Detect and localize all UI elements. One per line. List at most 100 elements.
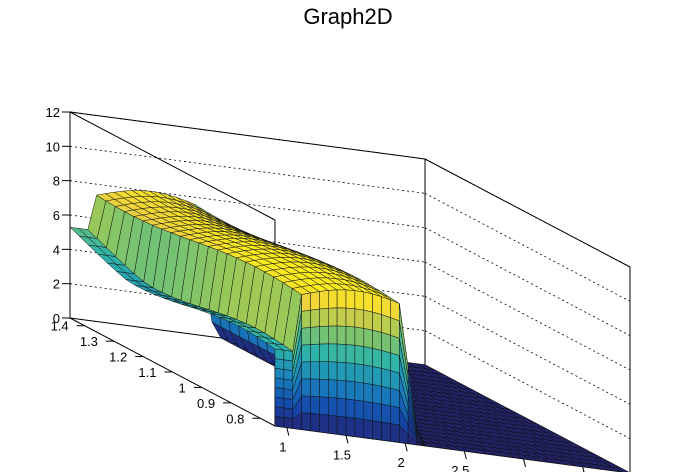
front-wall-cell: [301, 395, 311, 414]
surface-front-wall: [274, 289, 427, 447]
front-wall-cell: [319, 396, 329, 416]
front-wall-cell: [319, 308, 329, 327]
front-wall-cell: [328, 361, 338, 381]
front-wall-cell: [319, 290, 329, 310]
front-wall-cell: [328, 289, 338, 309]
front-wall-cell: [336, 361, 347, 382]
front-wall-cell: [345, 307, 356, 328]
front-wall-cell: [390, 370, 400, 391]
front-wall-cell: [274, 348, 285, 361]
front-wall-cell: [274, 396, 285, 409]
z-tick-label: 12: [46, 105, 60, 120]
front-wall-cell: [354, 381, 365, 402]
front-wall-cell: [381, 350, 391, 371]
front-wall-cell: [363, 419, 373, 440]
front-wall-cell: [283, 359, 294, 371]
surface-cell: [611, 466, 629, 472]
front-wall-cell: [310, 308, 320, 328]
front-wall-cell: [381, 403, 391, 424]
front-wall-cell: [381, 314, 391, 336]
front-wall-cell: [416, 442, 426, 447]
front-wall-cell: [319, 414, 329, 434]
front-wall-cell: [301, 412, 311, 431]
front-wall-cell: [274, 416, 285, 428]
y-tick-label: 1: [179, 380, 186, 395]
front-wall-cell: [328, 325, 338, 345]
front-wall-cell: [336, 325, 347, 345]
front-wall-cell: [274, 377, 285, 389]
front-wall-cell: [345, 398, 356, 419]
front-wall-cell: [381, 296, 391, 318]
front-wall-cell: [345, 344, 356, 364]
z-tick-label: 2: [53, 277, 60, 292]
chart-title: Graph2D: [303, 4, 393, 29]
front-wall-cell: [363, 364, 373, 385]
front-wall-cell: [363, 309, 373, 331]
front-wall-cell: [381, 368, 391, 389]
z-tick-label: 4: [53, 242, 60, 257]
front-wall-cell: [381, 421, 391, 442]
front-wall-cell: [336, 343, 347, 363]
front-wall-cell: [310, 378, 320, 398]
front-wall-cell: [345, 380, 356, 401]
x-tick-label: 1: [279, 440, 286, 455]
front-wall-cell: [283, 388, 294, 400]
front-wall-cell: [274, 358, 285, 370]
front-wall-cell: [336, 415, 347, 436]
front-wall-cell: [363, 382, 373, 403]
front-wall-cell: [336, 307, 347, 327]
front-wall-cell: [354, 290, 365, 311]
front-wall-cell: [328, 414, 338, 435]
front-wall-cell: [301, 292, 311, 312]
y-tick-label: 1.4: [51, 319, 69, 334]
front-wall-cell: [354, 363, 365, 384]
front-wall-cell: [328, 343, 338, 363]
x-tick-label: 2: [398, 455, 405, 470]
front-wall-cell: [328, 307, 338, 327]
front-wall-cell: [363, 401, 373, 422]
z-tick-label: 8: [53, 174, 60, 189]
y-tick-label: 1.1: [138, 365, 156, 380]
front-wall-cell: [283, 350, 294, 362]
front-wall-cell: [274, 406, 285, 418]
front-wall-cell: [301, 378, 311, 397]
front-wall-cell: [301, 344, 311, 363]
front-wall-cell: [372, 311, 382, 333]
front-wall-cell: [372, 384, 382, 405]
front-wall-cell: [283, 369, 294, 381]
front-wall-cell: [283, 407, 294, 419]
front-wall-cell: [345, 289, 356, 310]
front-wall-cell: [336, 397, 347, 418]
front-wall-cell: [390, 423, 400, 443]
front-wall-cell: [283, 398, 294, 410]
front-wall-cell: [328, 379, 338, 399]
y-axis-ticks: 0.8 0.9 1 1.1 1.2 1.3 1.4: [51, 319, 261, 426]
front-wall-cell: [319, 361, 329, 380]
front-wall-cell: [274, 368, 285, 380]
front-wall-cell: [390, 405, 400, 426]
front-wall-cell: [301, 309, 311, 329]
front-wall-cell: [381, 385, 391, 407]
y-tick-label: 0.8: [226, 411, 244, 426]
x-tick-label: 2.5: [451, 463, 469, 472]
z-tick-label: 10: [46, 139, 60, 154]
front-wall-cell: [372, 402, 382, 423]
x-axis-ticks: 11.522.533.5: [279, 427, 585, 472]
front-wall-cell: [283, 378, 294, 391]
front-wall-cell: [372, 293, 382, 315]
y-tick-label: 1.2: [109, 350, 127, 365]
front-wall-cell: [354, 326, 365, 347]
front-wall-cell: [363, 328, 373, 349]
front-wall-cell: [345, 326, 356, 346]
x-tick-label: 1.5: [333, 447, 351, 462]
front-wall-cell: [310, 343, 320, 363]
front-wall-cell: [310, 291, 320, 311]
front-wall-cell: [354, 345, 365, 366]
front-wall-cell: [372, 420, 382, 441]
front-wall-cell: [301, 361, 311, 380]
front-wall-cell: [390, 387, 400, 409]
front-wall-cell: [319, 378, 329, 398]
front-wall-cell: [363, 346, 373, 367]
front-wall-cell: [372, 329, 382, 351]
